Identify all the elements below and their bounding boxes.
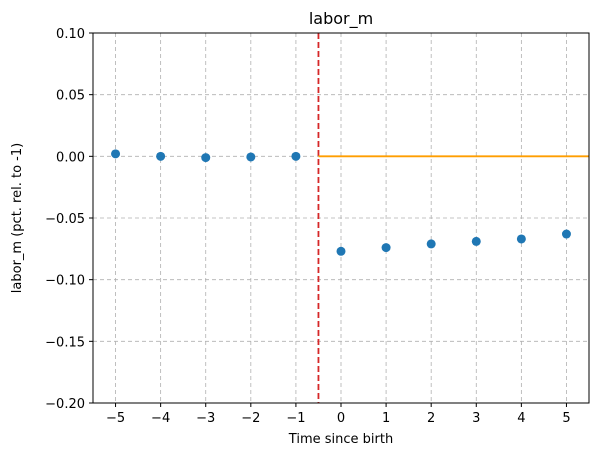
y-tick-label: −0.20 [45, 397, 85, 412]
chart-title: labor_m [309, 9, 373, 29]
data-point [561, 229, 571, 239]
data-point [336, 246, 346, 256]
data-point [201, 153, 211, 163]
y-tick-label: 0.10 [56, 27, 85, 42]
x-tick-label: 4 [517, 411, 525, 426]
data-point [426, 239, 436, 249]
y-tick-label: 0.05 [56, 89, 85, 104]
data-point [111, 149, 121, 159]
y-tick-label: −0.05 [45, 212, 85, 227]
x-tick-label: 0 [337, 411, 345, 426]
data-points [111, 149, 571, 256]
x-tick-label: 1 [382, 411, 390, 426]
data-point [516, 234, 526, 244]
data-point [156, 151, 166, 161]
data-point [291, 151, 301, 161]
y-tick-label: 0.00 [56, 150, 85, 165]
data-point [381, 243, 391, 253]
x-axis-title: Time since birth [288, 432, 393, 447]
reference-lines [317, 33, 589, 403]
data-point [246, 152, 256, 162]
x-tick-label: −3 [196, 411, 215, 426]
x-tick-label: 5 [562, 411, 570, 426]
x-tick-label: 2 [427, 411, 435, 426]
x-tick-label: −2 [241, 411, 260, 426]
x-tick-label: −5 [106, 411, 125, 426]
data-point [471, 236, 481, 246]
x-tick-label: −1 [286, 411, 305, 426]
x-tick-label: −4 [151, 411, 170, 426]
y-tick-label: −0.10 [45, 274, 85, 289]
axis-ticks: −5 −4 −3 −2 −1 0 1 2 3 4 5 0.10 0.05 0.00 −0.05 −0.10 −0… [45, 27, 570, 426]
y-axis-title: labor_m (pct. rel. to -1) [10, 143, 25, 293]
grid [93, 32, 589, 404]
x-tick-label: 3 [472, 411, 480, 426]
y-tick-label: −0.15 [45, 335, 85, 350]
